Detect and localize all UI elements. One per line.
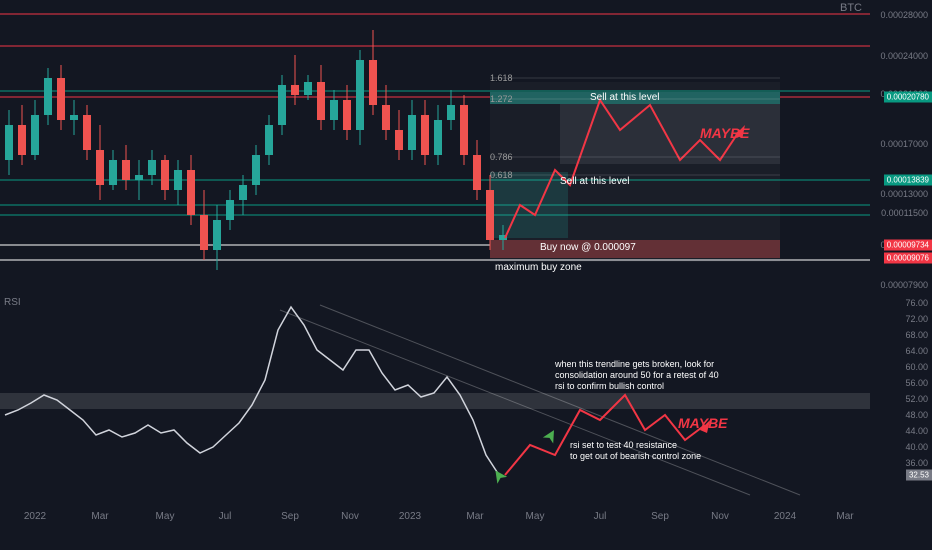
time-label: Jul <box>594 511 607 522</box>
price-tag: 0.00013839 <box>884 175 932 186</box>
rsi-y-axis: 76.00 72.00 68.00 64.00 60.00 56.00 52.00 48.00… <box>870 295 932 510</box>
price-y-label: 0.00013000 <box>880 189 928 199</box>
rsi-y-label: 52.00 <box>905 394 928 404</box>
rsi-annotation: rsi set to test 40 resistance to get out… <box>570 440 701 462</box>
rsi-y-label: 60.00 <box>905 362 928 372</box>
rsi-y-label: 40.00 <box>905 442 928 452</box>
rsi-current-tag: 32.53 <box>906 470 932 481</box>
time-label: May <box>156 511 175 522</box>
rsi-annotation: MAYBE <box>678 415 728 431</box>
price-panel[interactable]: 1.6181.2720.7860.618 Sell at this level S… <box>0 0 870 290</box>
price-tag: 0.00009734 <box>884 240 932 251</box>
rsi-annotation: when this trendline gets broken, look fo… <box>555 359 719 391</box>
annotation-text: MAYBE <box>700 125 750 141</box>
time-label: Sep <box>651 511 669 522</box>
time-label: Nov <box>341 511 359 522</box>
rsi-y-label: 44.00 <box>905 426 928 436</box>
rsi-y-label: 64.00 <box>905 346 928 356</box>
rsi-y-label: 36.00 <box>905 458 928 468</box>
price-svg: 1.6181.2720.7860.618 <box>0 0 870 290</box>
price-tag: 0.00020780 <box>884 92 932 103</box>
price-y-axis: 0.000280000.000240000.000210000.00017000… <box>870 0 932 290</box>
time-label: Nov <box>711 511 729 522</box>
price-y-label: 0.00007900 <box>880 280 928 290</box>
price-y-label: 0.00024000 <box>880 51 928 61</box>
time-axis: 2022 Mar May Jul Sep Nov 2023 Mar May Jul Sep Nov 20… <box>0 510 870 550</box>
annotation-text: maximum buy zone <box>495 262 582 273</box>
time-label: 2023 <box>399 511 421 522</box>
time-label: Mar <box>836 511 853 522</box>
price-y-label: 0.00028000 <box>880 10 928 20</box>
time-label: May <box>526 511 545 522</box>
rsi-panel[interactable]: RSI when this trendline gets broken, loo… <box>0 295 870 510</box>
time-label: 2022 <box>24 511 46 522</box>
annotation-text: Sell at this level <box>560 176 629 187</box>
price-y-label: 0.00017000 <box>880 139 928 149</box>
time-label: 2024 <box>774 511 796 522</box>
rsi-svg <box>0 295 870 510</box>
rsi-y-label: 72.00 <box>905 314 928 324</box>
time-label: Mar <box>91 511 108 522</box>
annotation-text: Buy now @ 0.000097 <box>540 242 636 253</box>
price-y-label: 0.00011500 <box>881 208 928 218</box>
rsi-y-label: 76.00 <box>905 298 928 308</box>
price-tag: 0.00009076 <box>884 253 932 264</box>
annotation-text: Sell at this level <box>590 92 659 103</box>
rsi-y-label: 56.00 <box>905 378 928 388</box>
chart-container: BTC 1.6181.2720.7860.618 Sell at this le… <box>0 0 932 550</box>
rsi-y-label: 48.00 <box>905 410 928 420</box>
time-label: Sep <box>281 511 299 522</box>
time-label: Mar <box>466 511 483 522</box>
time-label: Jul <box>219 511 232 522</box>
rsi-y-label: 68.00 <box>905 330 928 340</box>
